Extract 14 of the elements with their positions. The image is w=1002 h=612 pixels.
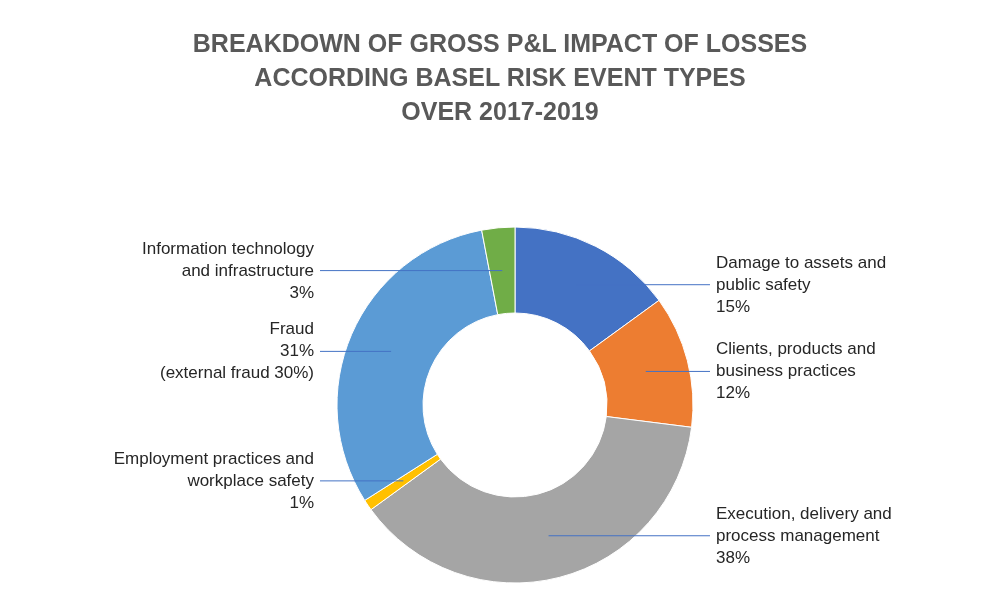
slice-label: Damage to assets and public safety — [716, 252, 887, 294]
data-label: 1% — [289, 492, 314, 512]
slice-label: Employment practices and workplace safety — [113, 448, 315, 490]
text: (external fraud 30%) — [159, 363, 314, 383]
data-label: 3% — [289, 282, 314, 302]
data-label: 12% — [716, 383, 751, 403]
slice-label: Execution, delivery and process management — [716, 503, 892, 545]
data-label: 15% — [716, 296, 751, 316]
data-label: 31% — [279, 341, 314, 361]
chart-title: BREAKDOWN OF GROSS P&L IMPACT OF LOSSES ACCORDING BASEL RISK EVENT TYPES OVER 2017-2019 — [192, 29, 808, 125]
slice-label: Clients, products and business practices — [716, 339, 876, 381]
slice-label: Information technology and infrastructure — [142, 238, 315, 280]
data-label: 38% — [716, 547, 751, 567]
slice-label: Fraud — [269, 319, 314, 339]
